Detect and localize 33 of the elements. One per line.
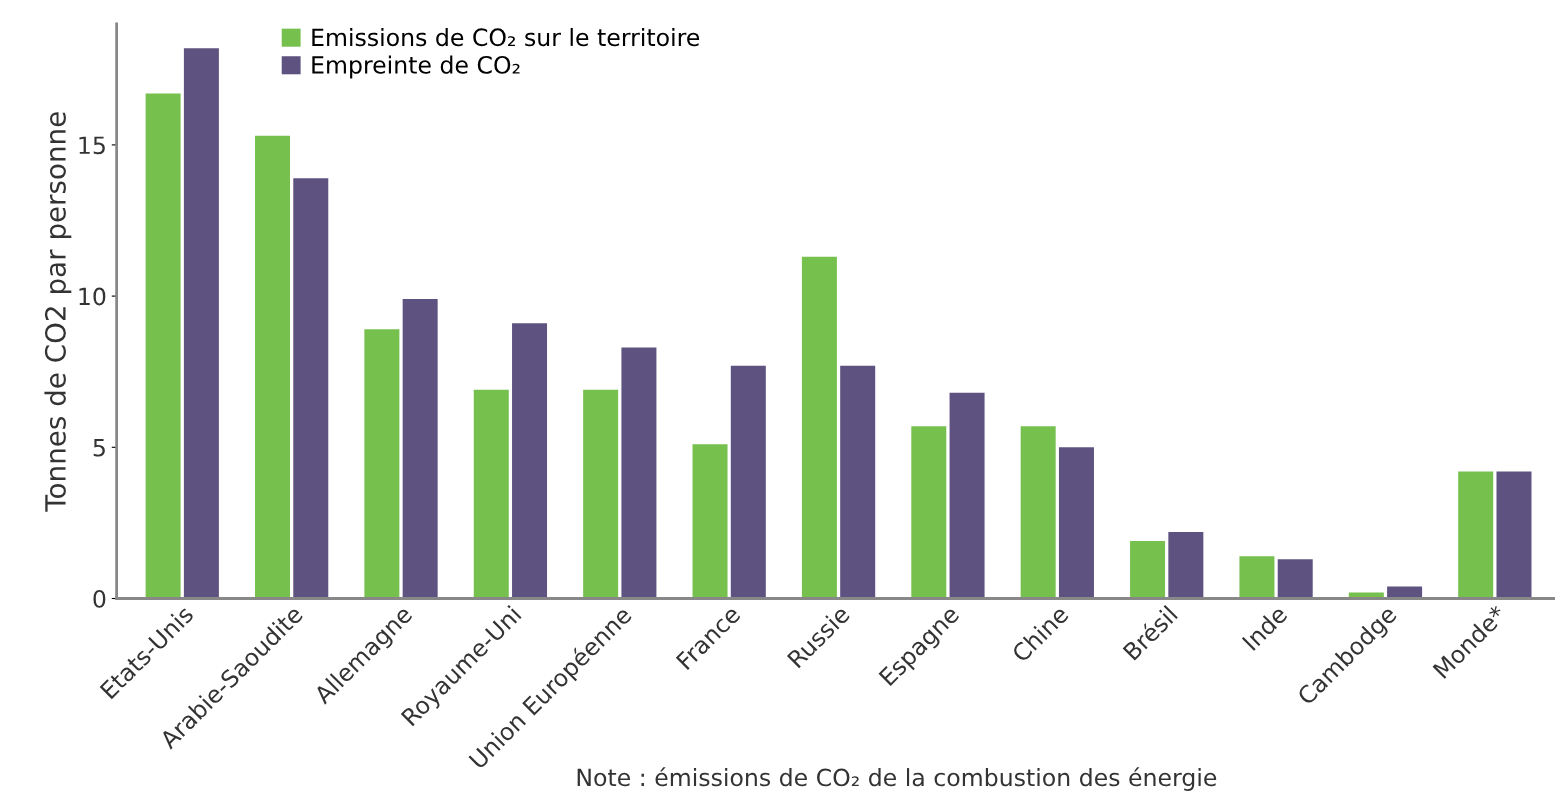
legend-label: Empreinte de CO₂ [312, 55, 520, 79]
bar [183, 48, 219, 599]
bar [801, 256, 837, 599]
bar [364, 329, 400, 599]
bar [145, 93, 181, 599]
y-tick-label: 0 [93, 589, 106, 608]
text: Note : émissions de CO₂ de la combustion des énergie [577, 767, 1217, 791]
bar [840, 365, 876, 599]
bar [1496, 471, 1532, 599]
bar [1058, 447, 1094, 599]
bar [1458, 471, 1494, 599]
bar [1239, 556, 1275, 599]
bar [512, 323, 548, 599]
bar [473, 389, 509, 599]
legend-label: Emissions de CO₂ sur le territoire [312, 27, 700, 47]
bar [402, 299, 438, 599]
bar [583, 389, 619, 599]
bar [911, 426, 947, 599]
bar [1387, 586, 1423, 599]
bar [1168, 531, 1204, 599]
bar [1130, 541, 1166, 599]
y-axis-title: Tonnes de CO2 par personne [44, 112, 72, 512]
y-tick-label: 5 [93, 439, 105, 457]
bar [949, 392, 985, 599]
bar [1020, 426, 1056, 599]
bar [254, 135, 290, 599]
bar [692, 444, 728, 599]
y-tick-label: 10 [79, 287, 106, 306]
bar [730, 365, 766, 599]
bar [1277, 559, 1313, 599]
bar [293, 178, 329, 599]
bar [621, 347, 657, 599]
y-tick-label: 15 [79, 136, 105, 155]
